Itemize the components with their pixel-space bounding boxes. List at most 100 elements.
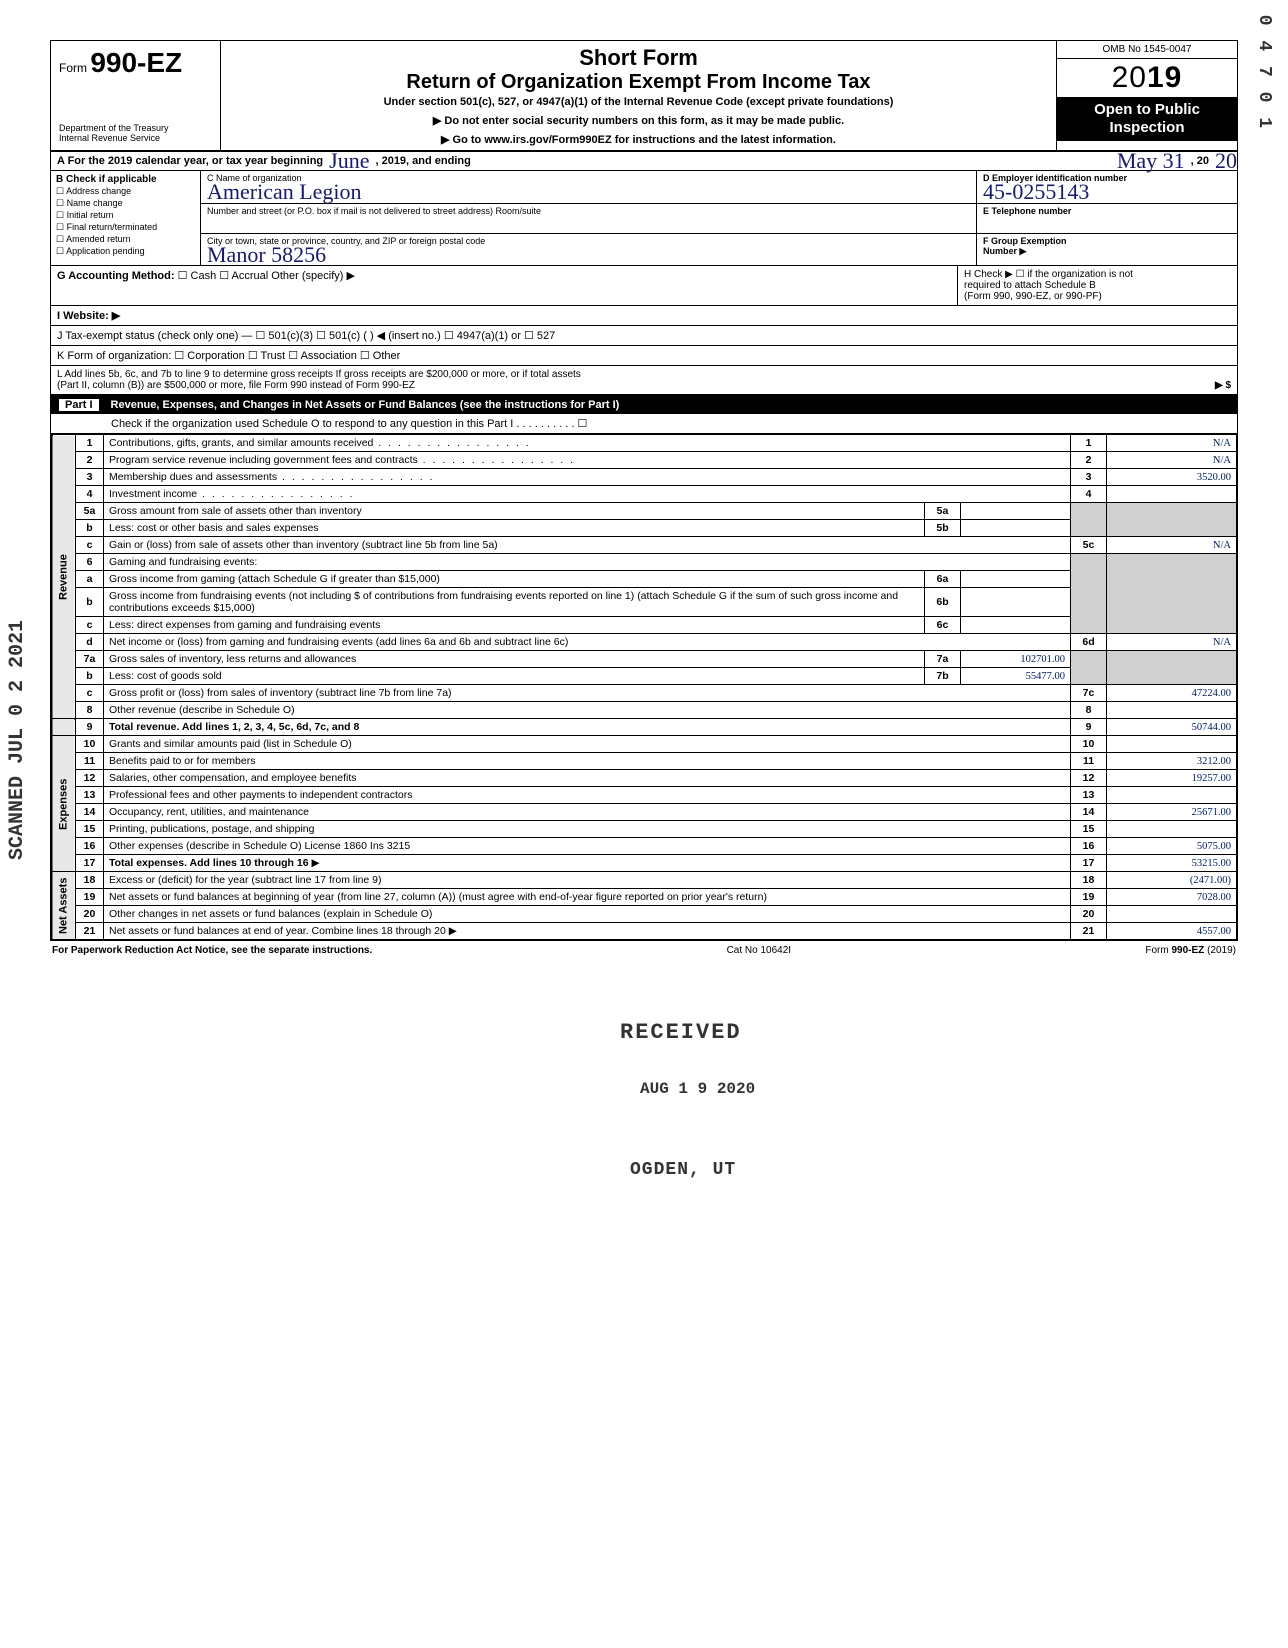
h-line2: required to attach Schedule B <box>964 280 1231 291</box>
line6c-ibox: 6c <box>925 617 961 634</box>
chk-initial-return[interactable]: Initial return <box>56 210 195 221</box>
line6-shade-amt <box>1107 554 1237 634</box>
form-prefix: Form <box>59 61 87 75</box>
part1-table: Revenue 1 Contributions, gifts, grants, … <box>51 434 1237 940</box>
line11-amt: 3212.00 <box>1107 753 1237 770</box>
line10-num: 10 <box>76 736 104 753</box>
chk-name-change[interactable]: Name change <box>56 198 195 209</box>
line7a-num: 7a <box>76 651 104 668</box>
line9-box: 9 <box>1071 719 1107 736</box>
chk-final-return[interactable]: Final return/terminated <box>56 222 195 233</box>
line15-box: 15 <box>1071 821 1107 838</box>
accounting-method: G Accounting Method: ☐ Cash ☐ Accrual Ot… <box>51 266 957 305</box>
line12-box: 12 <box>1071 770 1107 787</box>
line18-text: Excess or (deficit) for the year (subtra… <box>104 872 1071 889</box>
line5a-text: Gross amount from sale of assets other t… <box>104 503 925 520</box>
row-a-mid: , 2019, and ending <box>369 152 476 170</box>
row-i-website: I Website: ▶ <box>51 306 1237 326</box>
line8-text: Other revenue (describe in Schedule O) <box>104 702 1071 719</box>
row-a-end-month: May 31 <box>1117 152 1185 170</box>
stamp-scanned: SCANNED JUL 0 2 2021 <box>6 620 29 860</box>
line6-text: Gaming and fundraising events: <box>104 554 1071 571</box>
line6b-num: b <box>76 588 104 617</box>
chk-application-pending[interactable]: Application pending <box>56 246 195 257</box>
row-l-gross-receipts: L Add lines 5b, 6c, and 7b to line 9 to … <box>51 366 1237 396</box>
omb-number: OMB No 1545-0047 <box>1057 41 1237 59</box>
org-addr-label: Number and street (or P.O. box if mail i… <box>207 206 970 216</box>
line16-num: 16 <box>76 838 104 855</box>
line12-num: 12 <box>76 770 104 787</box>
otp-line2: Inspection <box>1059 119 1235 137</box>
line6a-iamt <box>961 571 1071 588</box>
line18-box: 18 <box>1071 872 1107 889</box>
line3-box: 3 <box>1071 469 1107 486</box>
part1-sub[interactable]: Check if the organization used Schedule … <box>51 414 1237 434</box>
line3-num: 3 <box>76 469 104 486</box>
row-a-label: A For the 2019 calendar year, or tax yea… <box>51 152 329 170</box>
line7a-iamt: 102701.00 <box>961 651 1071 668</box>
i-label: I Website: ▶ <box>57 310 120 322</box>
line20-text: Other changes in net assets or fund bala… <box>104 906 1071 923</box>
line21-amt: 4557.00 <box>1107 923 1237 940</box>
open-to-public: Open to Public Inspection <box>1057 97 1237 141</box>
k-label: K Form of organization: ☐ Corporation ☐ … <box>57 350 400 362</box>
line6a-ibox: 6a <box>925 571 961 588</box>
line7c-box: 7c <box>1071 685 1107 702</box>
line6b-iamt <box>961 588 1071 617</box>
row-j-tax-status[interactable]: J Tax-exempt status (check only one) — ☐… <box>51 326 1237 346</box>
j-label: J Tax-exempt status (check only one) — ☐… <box>57 330 555 342</box>
form-number-big: 990-EZ <box>90 47 182 78</box>
header-right: OMB No 1545-0047 2019 Open to Public Ins… <box>1057 41 1237 150</box>
footer-paperwork: For Paperwork Reduction Act Notice, see … <box>52 945 372 956</box>
chk-amended-return[interactable]: Amended return <box>56 234 195 245</box>
page-footer: For Paperwork Reduction Act Notice, see … <box>50 941 1238 960</box>
line7a-text: Gross sales of inventory, less returns a… <box>104 651 925 668</box>
line6d-num: d <box>76 634 104 651</box>
otp-line1: Open to Public <box>1059 101 1235 119</box>
section-revenue: Revenue <box>52 435 76 719</box>
stamp-vertical-number: 2 9 4 9 2 1 0 4 7 0 1 <box>1254 0 1274 130</box>
line21-box: 21 <box>1071 923 1107 940</box>
line6c-iamt <box>961 617 1071 634</box>
title-shortform: Short Form <box>231 45 1046 71</box>
year-bold: 19 <box>1147 61 1182 94</box>
line19-amt: 7028.00 <box>1107 889 1237 906</box>
line7-shade-amt <box>1107 651 1237 685</box>
group-exemption-label2: Number ▶ <box>983 246 1231 257</box>
g-options[interactable]: ☐ Cash ☐ Accrual Other (specify) ▶ <box>178 270 355 282</box>
line20-box: 20 <box>1071 906 1107 923</box>
line16-box: 16 <box>1071 838 1107 855</box>
row-g: G Accounting Method: ☐ Cash ☐ Accrual Ot… <box>51 266 1237 306</box>
line19-num: 19 <box>76 889 104 906</box>
line5-shade <box>1071 503 1107 537</box>
line2-box: 2 <box>1071 452 1107 469</box>
row-k-form-org[interactable]: K Form of organization: ☐ Corporation ☐ … <box>51 346 1237 366</box>
line11-box: 11 <box>1071 753 1107 770</box>
form-header: Form 990-EZ Department of the Treasury I… <box>51 41 1237 152</box>
line10-text: Grants and similar amounts paid (list in… <box>104 736 1071 753</box>
col-def: D Employer identification number 45-0255… <box>977 171 1237 265</box>
col-b-header: B Check if applicable <box>56 174 195 185</box>
line7b-iamt: 55477.00 <box>961 668 1071 685</box>
l-line1: L Add lines 5b, 6c, and 7b to line 9 to … <box>57 369 581 380</box>
title-return: Return of Organization Exempt From Incom… <box>231 71 1046 94</box>
line5a-ibox: 5a <box>925 503 961 520</box>
line13-box: 13 <box>1071 787 1107 804</box>
group-exemption-label: F Group Exemption <box>983 236 1231 246</box>
line1-box: 1 <box>1071 435 1107 452</box>
dept-line2: Internal Revenue Service <box>59 134 212 144</box>
line9-num: 9 <box>76 719 104 736</box>
chk-address-change[interactable]: Address change <box>56 186 195 197</box>
g-label: G Accounting Method: <box>57 270 175 282</box>
row-a-begin: June <box>329 152 369 170</box>
section-netassets: Net Assets <box>52 872 76 940</box>
line16-text: Other expenses (describe in Schedule O) … <box>104 838 1071 855</box>
h-line1[interactable]: H Check ▶ ☐ if the organization is not <box>964 269 1231 280</box>
line4-text: Investment income <box>104 486 1071 503</box>
group-exemption-row: F Group Exemption Number ▶ <box>977 234 1237 264</box>
part1-title: Revenue, Expenses, and Changes in Net As… <box>111 399 620 411</box>
line5-shade-amt <box>1107 503 1237 537</box>
line5a-iamt <box>961 503 1071 520</box>
line3-text: Membership dues and assessments <box>104 469 1071 486</box>
line2-num: 2 <box>76 452 104 469</box>
